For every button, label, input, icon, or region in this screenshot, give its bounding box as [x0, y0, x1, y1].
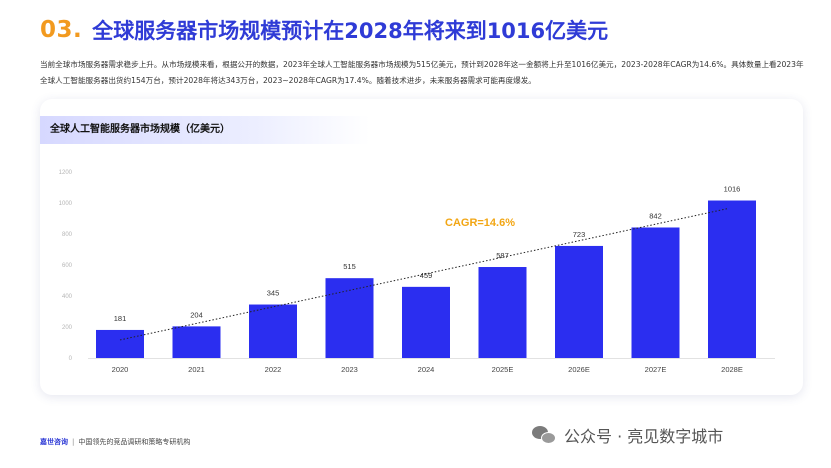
y-tick-label: 1200 — [59, 170, 73, 176]
y-tick-label: 200 — [62, 325, 73, 331]
section-number: 03. — [40, 17, 83, 43]
x-tick-label: 2023 — [341, 365, 358, 374]
footer-separator: | — [72, 438, 75, 446]
data-label: 345 — [267, 289, 280, 298]
data-label: 842 — [649, 211, 662, 220]
source-text: 公众号 · 亮见数字城市 — [564, 427, 724, 446]
data-label: 1016 — [724, 185, 741, 194]
page-header: 03. 全球服务器市场规模预计在2028年将来到1016亿美元 — [40, 14, 608, 46]
bar-2025E — [478, 267, 527, 358]
bar-chart: 0 200 400 600 800 1000 1200 181 2020 204 2021 345 20… — [59, 170, 775, 374]
y-tick-label: 800 — [62, 232, 73, 238]
x-tick-label: 2021 — [188, 365, 205, 374]
data-label: 515 — [343, 262, 356, 271]
x-tick-label: 2026E — [568, 365, 590, 374]
y-tick-label: 1000 — [59, 201, 73, 207]
bar-2027E — [631, 227, 680, 358]
bar-2026E — [555, 245, 603, 358]
bar-2023 — [325, 278, 374, 358]
data-label: 181 — [114, 314, 127, 323]
x-tick-label: 2028E — [721, 365, 743, 374]
data-label: 723 — [573, 230, 586, 239]
chart-card: 0 200 400 600 800 1000 1200 181 2020 204 2021 345 20… — [40, 99, 803, 395]
chart-title: 全球人工智能服务器市场规模（亿美元） — [40, 116, 370, 144]
x-tick-label: 2024 — [418, 365, 435, 374]
bar-2020 — [96, 329, 144, 358]
y-tick-label: 600 — [62, 263, 73, 269]
intro-paragraph: 当前全球市场服务器需求稳步上升。从市场规模来看，根据公开的数据，2023年全球人… — [40, 60, 804, 85]
footer-brand: 嘉世咨询 — [40, 438, 68, 446]
data-label: 459 — [420, 271, 433, 280]
data-label: 204 — [190, 310, 203, 319]
x-tick-label: 2020 — [112, 365, 129, 374]
bar-2021 — [172, 326, 221, 358]
trend-line — [119, 208, 729, 341]
footer: 嘉世咨询 | 中国领先的竞品调研和策略专研机构 — [40, 437, 190, 447]
x-tick-label: 2025E — [492, 365, 514, 374]
bar-2024 — [402, 286, 450, 358]
bar-2028E — [708, 200, 756, 358]
page-title: 全球服务器市场规模预计在2028年将来到1016亿美元 — [92, 19, 609, 43]
y-tick-label: 0 — [69, 356, 73, 362]
y-tick-label: 400 — [62, 294, 73, 300]
data-label: 587 — [496, 251, 509, 260]
cagr-annotation: CAGR=14.6% — [445, 217, 515, 229]
footer-tagline: 中国领先的竞品调研和策略专研机构 — [78, 438, 191, 446]
x-tick-label: 2022 — [265, 365, 282, 374]
source-watermark: 公众号 · 亮见数字城市 — [532, 422, 723, 448]
bar-2022 — [249, 304, 297, 358]
x-tick-label: 2027E — [645, 365, 667, 374]
wechat-icon — [532, 424, 558, 446]
